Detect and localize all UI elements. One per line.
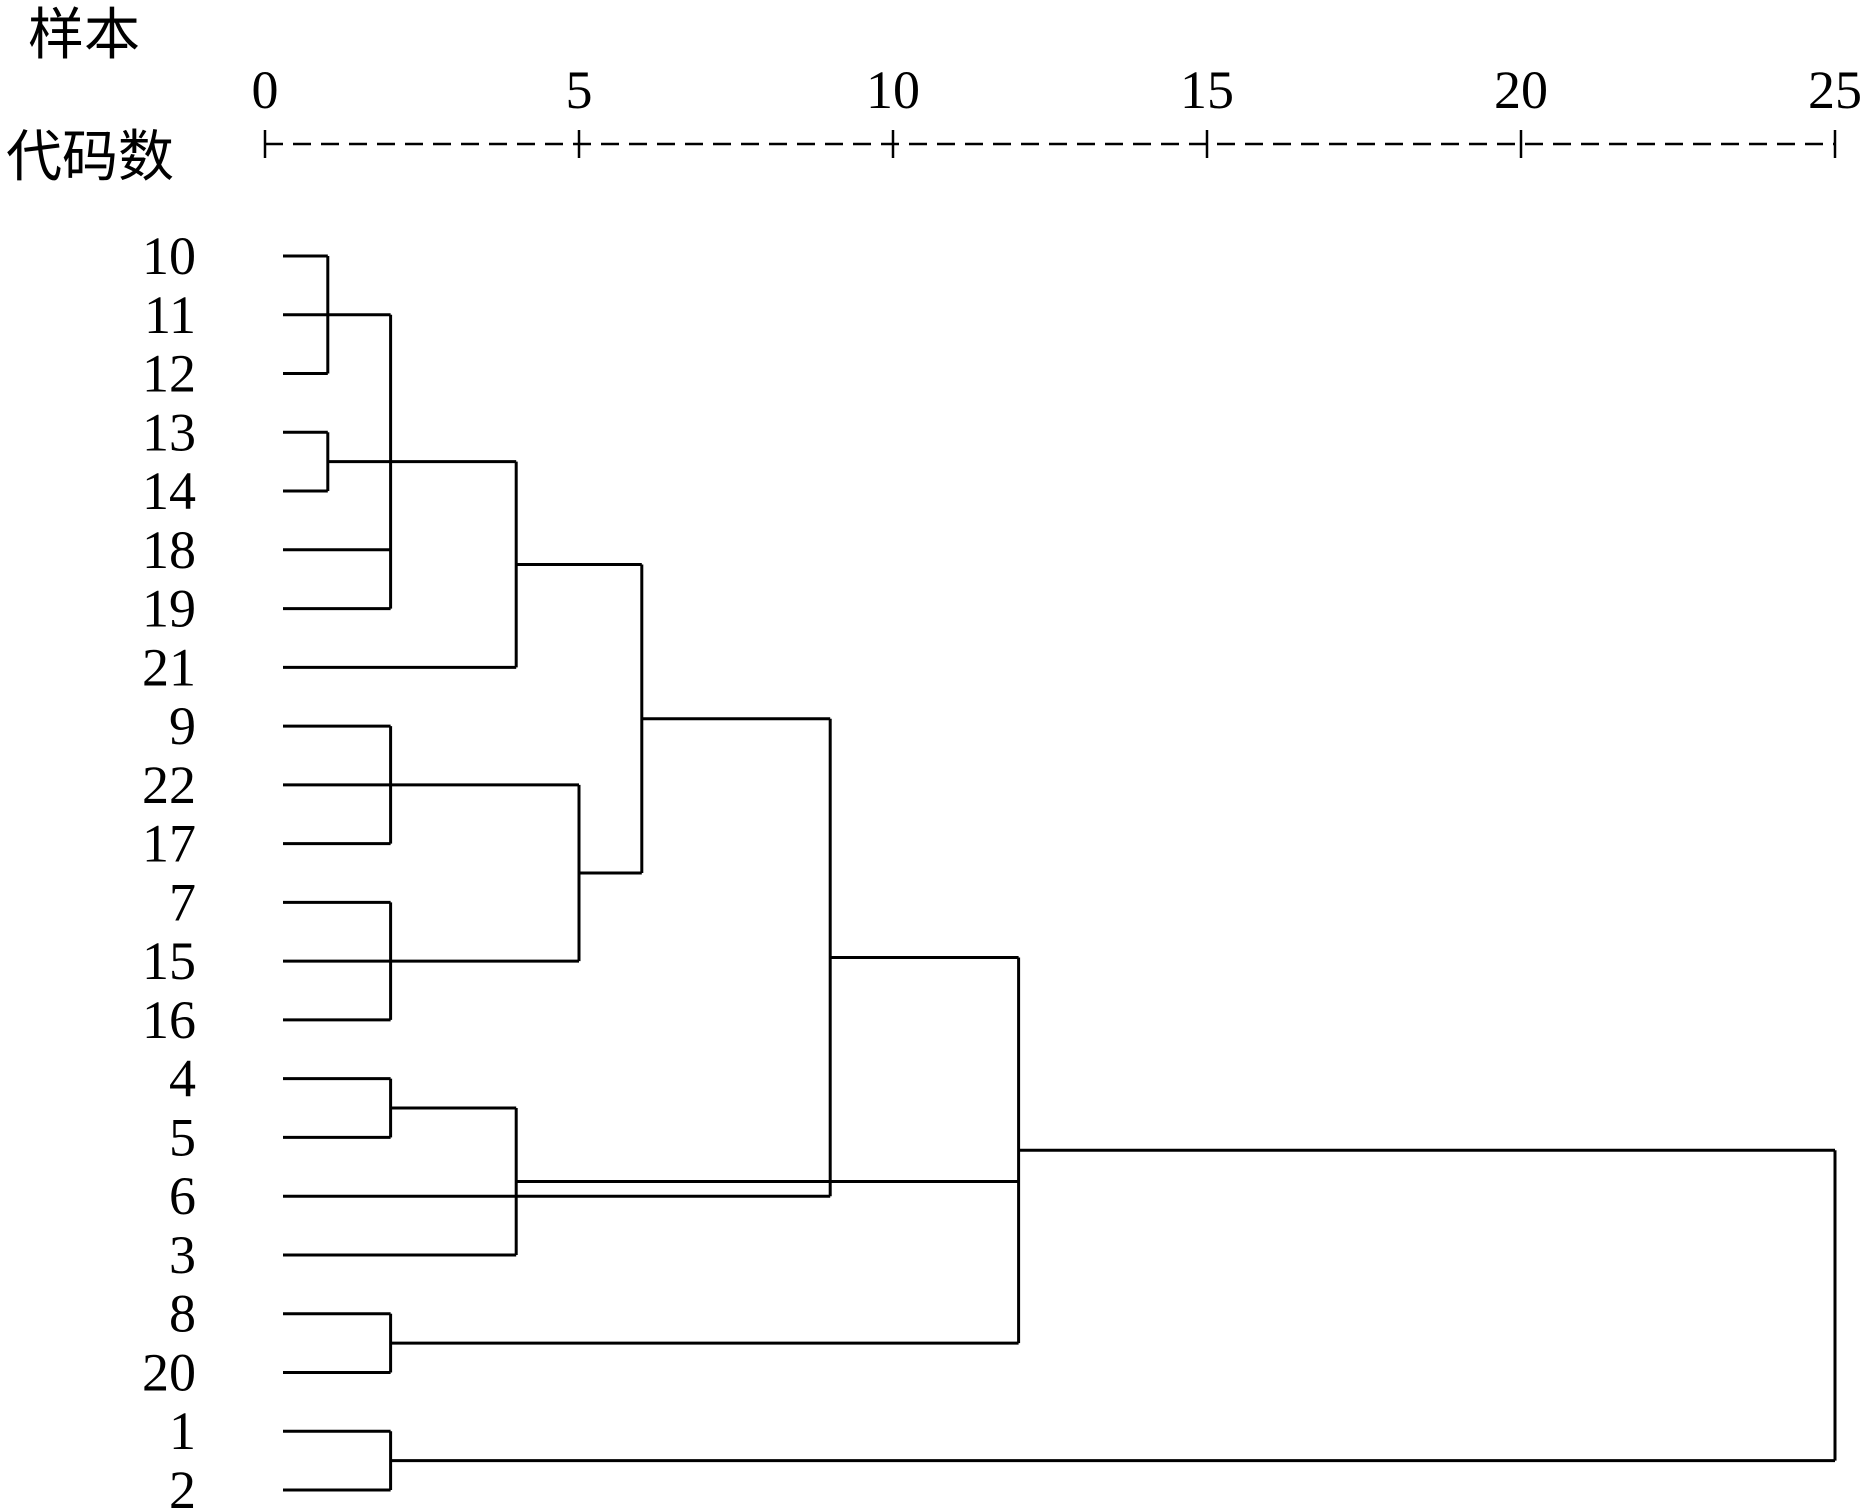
axis-ticks: 0 5 10 15 20 25	[252, 60, 1862, 158]
leaf-label: 4	[169, 1049, 196, 1109]
leaf-label: 2	[169, 1460, 196, 1511]
leaf-label: 11	[144, 285, 196, 345]
leaf-label: 12	[142, 344, 196, 404]
axis-tick-label: 15	[1180, 60, 1234, 120]
leaf-label: 18	[142, 520, 196, 580]
leaf-label: 21	[142, 637, 196, 697]
axis-tick-label: 20	[1494, 60, 1548, 120]
leaf-label: 10	[142, 226, 196, 286]
axis-tick-label: 25	[1808, 60, 1862, 120]
leaf-label: 13	[142, 402, 196, 462]
leaf-label: 15	[142, 931, 196, 991]
leaf-label: 9	[169, 696, 196, 756]
header-label-sample: 样本	[28, 3, 140, 68]
leaf-label: 17	[142, 814, 196, 874]
leaf-label: 1	[169, 1401, 196, 1461]
leaf-label: 8	[169, 1284, 196, 1344]
leaf-label: 3	[169, 1225, 196, 1285]
leaf-label: 16	[142, 990, 196, 1050]
leaf-label: 5	[169, 1107, 196, 1167]
leaf-label: 7	[169, 872, 196, 932]
leaf-label: 22	[142, 755, 196, 815]
axis-tick-label: 10	[866, 60, 920, 120]
leaf-label: 6	[169, 1166, 196, 1226]
dendrogram-branches	[283, 254, 1837, 1492]
header-label-code-count: 代码数	[6, 125, 174, 190]
axis-tick-label: 0	[252, 60, 279, 120]
axis-tick-label: 5	[566, 60, 593, 120]
leaf-label: 14	[142, 461, 196, 521]
leaf-label: 20	[142, 1342, 196, 1402]
leaf-label: 19	[142, 579, 196, 639]
